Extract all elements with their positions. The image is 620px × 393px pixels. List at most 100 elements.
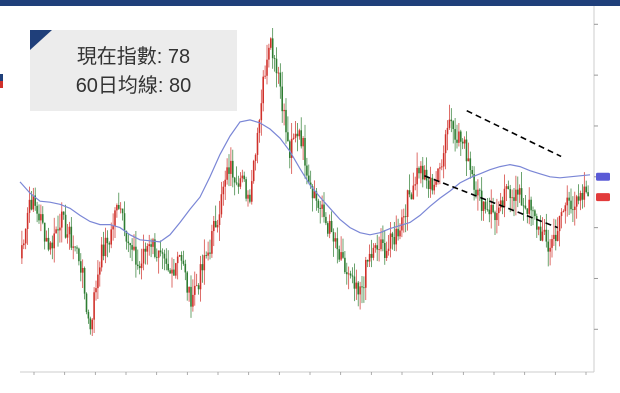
ma60-line [19, 119, 591, 243]
candle-body [97, 274, 99, 289]
candle-body [169, 270, 171, 274]
candle-body [555, 234, 557, 241]
candle-body [450, 119, 453, 122]
candle-body [118, 205, 120, 209]
candle-body [68, 226, 71, 235]
candle-body [26, 212, 29, 229]
candle-body [572, 209, 574, 211]
candle-body [45, 237, 48, 242]
y-axis [593, 6, 598, 372]
candle-body [232, 160, 234, 178]
candle-body [403, 216, 405, 218]
candle-body [131, 245, 133, 250]
candle-body [268, 47, 270, 60]
candle-body [36, 205, 38, 214]
candle-body [509, 189, 511, 199]
candle-body [492, 204, 494, 213]
candle-body [76, 247, 78, 249]
candle-body [551, 239, 553, 248]
candle-body [283, 109, 285, 112]
candle-body [404, 216, 407, 218]
candle-body [43, 222, 46, 242]
candle-body [247, 194, 249, 199]
candle-body [192, 294, 194, 307]
candle-body [556, 231, 559, 241]
candle-body [346, 272, 348, 275]
candle-body [199, 264, 202, 290]
candle-body [374, 245, 377, 248]
candle-body [135, 246, 137, 265]
candle-body [368, 253, 371, 262]
candle-body [211, 231, 213, 254]
candle-body [456, 139, 458, 143]
candle-body [266, 59, 268, 76]
candle-body [30, 199, 33, 210]
candle-body [106, 237, 109, 244]
candle-body [513, 197, 515, 201]
candle-body [393, 237, 396, 245]
candle-body [570, 200, 572, 210]
candle-body [110, 229, 112, 245]
candle-body [336, 238, 339, 250]
candle-body [338, 249, 340, 260]
candle-body [108, 243, 111, 245]
candle-body [80, 261, 82, 273]
candle-body [528, 199, 530, 214]
candle-body [547, 241, 549, 252]
candle-body [218, 214, 221, 226]
candle-body [499, 200, 502, 208]
candle-body [524, 205, 527, 209]
current-index-label: 現在指數: 78 [76, 46, 191, 68]
candle-body [87, 311, 90, 319]
candle-body [129, 243, 131, 246]
index-info-box: 現在指數: 78 60日均線: 80 [30, 30, 237, 111]
candle-body [585, 186, 587, 193]
candle-body [127, 241, 130, 244]
candle-body [309, 182, 312, 187]
candle-body [344, 257, 346, 273]
candle-body [532, 210, 534, 212]
candle-body [91, 319, 93, 330]
candle-body [104, 237, 107, 257]
candle-body [254, 154, 257, 161]
candle-body [437, 168, 439, 182]
candle-body [475, 189, 477, 196]
candle-body [327, 223, 329, 234]
candle-body [59, 227, 61, 231]
candle-body [201, 264, 204, 271]
candle-body [173, 269, 175, 276]
candle-body [235, 182, 238, 184]
candle-body [365, 259, 367, 288]
candle-body [575, 196, 578, 207]
candle-body [167, 263, 169, 271]
candle-body [83, 267, 86, 294]
candle-body [579, 192, 582, 201]
candle-body [285, 109, 287, 133]
candle-body [382, 239, 384, 244]
candle-body [72, 246, 74, 248]
candle-body [34, 195, 36, 206]
candle-body [406, 190, 409, 218]
candle-body [564, 205, 567, 212]
candle-body [289, 141, 291, 158]
candle-body [154, 239, 156, 257]
candle-body [515, 189, 517, 201]
candle-body [416, 167, 418, 185]
candle-body [384, 243, 386, 258]
candle-body [121, 208, 124, 214]
candle-body [543, 229, 546, 232]
candle-body [479, 189, 481, 191]
candle-body [389, 233, 392, 249]
candle-body [237, 183, 240, 187]
candle-body [176, 256, 179, 264]
trend-line-upper [466, 109, 562, 158]
candle-body [42, 214, 44, 223]
candle-body [256, 132, 259, 155]
candle-body [511, 197, 513, 199]
candle-body [214, 221, 217, 228]
candle-body [53, 233, 55, 249]
candle-body [501, 200, 504, 208]
candle-body [273, 58, 276, 59]
candle-body [243, 175, 245, 180]
candle-body [463, 139, 466, 144]
